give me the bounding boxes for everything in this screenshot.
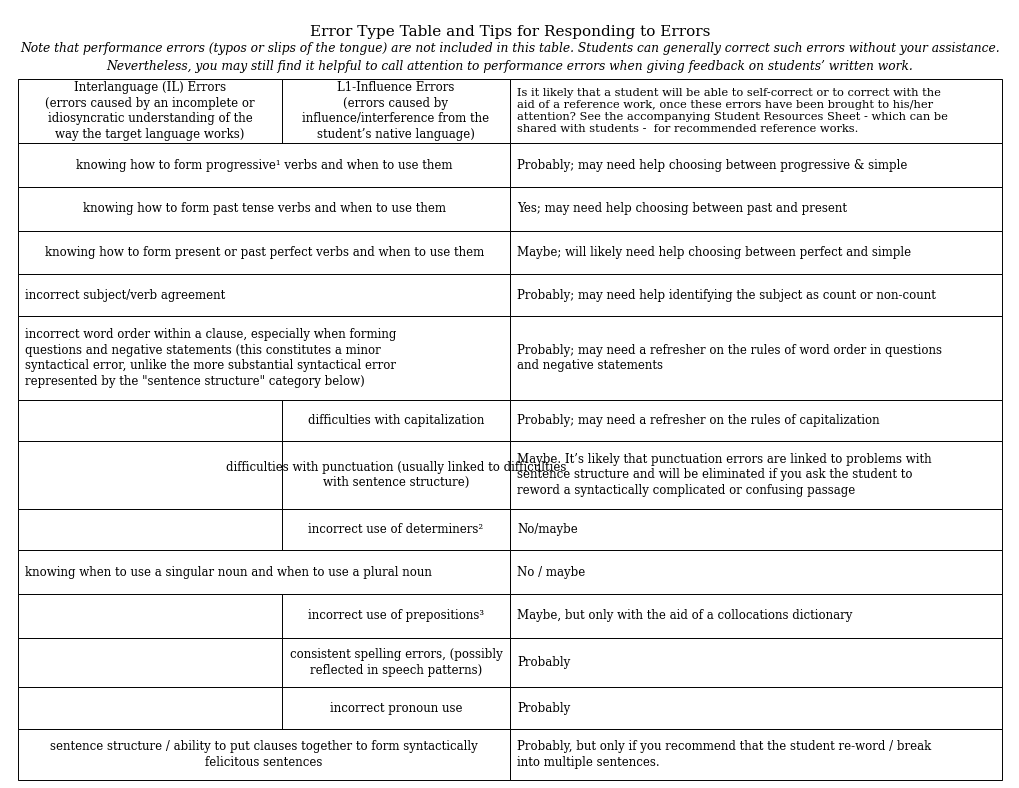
Bar — [510, 729, 1001, 780]
Text: Error Type Table and Tips for Responding to Errors: Error Type Table and Tips for Responding… — [310, 25, 709, 39]
Text: Yes; may need help choosing between past and present: Yes; may need help choosing between past… — [517, 203, 847, 215]
Bar — [510, 594, 1001, 637]
Text: Probably: Probably — [517, 702, 570, 715]
Bar — [510, 231, 1001, 274]
Text: No/maybe: No/maybe — [517, 523, 578, 536]
Text: sentence structure / ability to put clauses together to form syntactically
felic: sentence structure / ability to put clau… — [50, 741, 478, 769]
Text: Probably; may need help choosing between progressive & simple: Probably; may need help choosing between… — [517, 158, 907, 172]
Bar — [18, 143, 509, 187]
Bar — [281, 79, 510, 143]
Text: Probably: Probably — [517, 656, 570, 669]
Bar — [281, 441, 510, 508]
Text: incorrect pronoun use: incorrect pronoun use — [329, 702, 462, 715]
Text: knowing how to form present or past perfect verbs and when to use them: knowing how to form present or past perf… — [45, 246, 483, 259]
Text: No / maybe: No / maybe — [517, 566, 585, 578]
Bar — [18, 316, 509, 400]
Bar — [510, 143, 1001, 187]
Bar — [18, 637, 281, 687]
Bar — [18, 729, 509, 780]
Bar — [18, 400, 281, 441]
Text: incorrect use of determiners²: incorrect use of determiners² — [308, 523, 483, 536]
Bar — [281, 687, 510, 729]
Bar — [18, 79, 281, 143]
Bar — [510, 274, 1001, 316]
Text: Probably; may need a refresher on the rules of word order in questions
and negat: Probably; may need a refresher on the ru… — [517, 344, 942, 372]
Text: Maybe. It’s likely that punctuation errors are linked to problems with
sentence : Maybe. It’s likely that punctuation erro… — [517, 453, 930, 497]
Bar — [281, 637, 510, 687]
Text: Interlanguage (IL) Errors
(errors caused by an incomplete or
idiosyncratic under: Interlanguage (IL) Errors (errors caused… — [45, 81, 255, 141]
Bar — [18, 274, 509, 316]
Bar — [510, 508, 1001, 550]
Text: Maybe; will likely need help choosing between perfect and simple: Maybe; will likely need help choosing be… — [517, 246, 910, 259]
Text: incorrect subject/verb agreement: incorrect subject/verb agreement — [25, 288, 225, 302]
Text: Probably, but only if you recommend that the student re-word / break
into multip: Probably, but only if you recommend that… — [517, 741, 930, 769]
Bar — [510, 687, 1001, 729]
Text: L1-Influence Errors
(errors caused by
influence/interference from the
student’s : L1-Influence Errors (errors caused by in… — [302, 81, 489, 141]
Bar — [18, 187, 509, 231]
Bar — [18, 508, 281, 550]
Bar — [281, 594, 510, 637]
Text: incorrect word order within a clause, especially when forming
questions and nega: incorrect word order within a clause, es… — [25, 328, 396, 388]
Text: Maybe, but only with the aid of a collocations dictionary: Maybe, but only with the aid of a colloc… — [517, 609, 852, 623]
Text: difficulties with punctuation (usually linked to difficulties
with sentence stru: difficulties with punctuation (usually l… — [225, 461, 566, 489]
Text: Is it likely that a student will be able to self-correct or to correct with the
: Is it likely that a student will be able… — [517, 88, 947, 134]
Bar — [510, 316, 1001, 400]
Bar — [18, 687, 281, 729]
Text: knowing how to form past tense verbs and when to use them: knowing how to form past tense verbs and… — [83, 203, 445, 215]
Text: Probably; may need help identifying the subject as count or non-count: Probably; may need help identifying the … — [517, 288, 935, 302]
Bar — [281, 400, 510, 441]
Text: incorrect use of prepositions³: incorrect use of prepositions³ — [308, 609, 484, 623]
Text: Nevertheless, you may still find it helpful to call attention to performance err: Nevertheless, you may still find it help… — [107, 60, 912, 72]
Text: knowing how to form progressive¹ verbs and when to use them: knowing how to form progressive¹ verbs a… — [75, 158, 452, 172]
Text: Note that performance errors (typos or slips of the tongue) are not included in : Note that performance errors (typos or s… — [20, 42, 999, 54]
Text: Probably; may need a refresher on the rules of capitalization: Probably; may need a refresher on the ru… — [517, 414, 879, 427]
Bar — [510, 441, 1001, 508]
Bar — [18, 441, 281, 508]
Bar — [281, 508, 510, 550]
Bar — [18, 594, 281, 637]
Bar — [510, 79, 1001, 143]
Bar — [18, 231, 509, 274]
Bar — [510, 637, 1001, 687]
Bar — [18, 550, 509, 594]
Bar — [510, 400, 1001, 441]
Text: knowing when to use a singular noun and when to use a plural noun: knowing when to use a singular noun and … — [25, 566, 432, 578]
Bar — [510, 187, 1001, 231]
Text: consistent spelling errors, (possibly
reflected in speech patterns): consistent spelling errors, (possibly re… — [289, 649, 501, 677]
Text: difficulties with capitalization: difficulties with capitalization — [308, 414, 484, 427]
Bar — [510, 550, 1001, 594]
